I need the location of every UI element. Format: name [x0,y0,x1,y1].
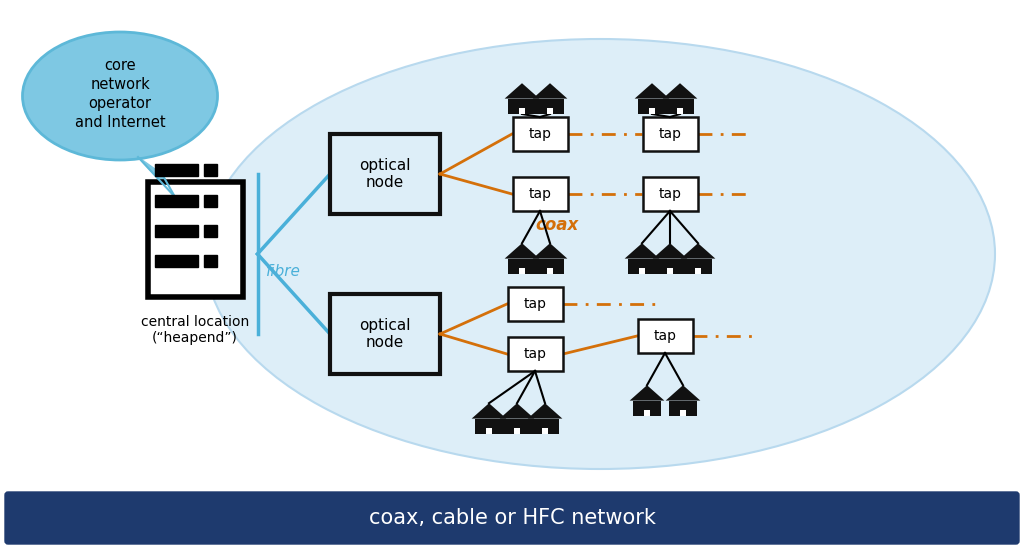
Polygon shape [155,164,198,176]
FancyBboxPatch shape [667,267,673,274]
FancyBboxPatch shape [486,428,493,434]
Text: coax: coax [535,216,579,234]
Polygon shape [155,255,198,267]
FancyBboxPatch shape [542,428,548,434]
Text: tap: tap [653,329,677,343]
FancyBboxPatch shape [677,108,683,114]
Polygon shape [532,243,567,259]
Polygon shape [204,225,217,237]
Polygon shape [204,164,217,176]
Text: core
network
operator
and Internet: core network operator and Internet [75,58,165,130]
Polygon shape [138,157,175,197]
Text: coax, cable or HFC network: coax, cable or HFC network [369,508,655,528]
Polygon shape [527,403,562,418]
Text: tap: tap [528,127,552,141]
Polygon shape [532,83,567,99]
Polygon shape [625,243,659,259]
FancyBboxPatch shape [512,177,567,211]
FancyBboxPatch shape [330,134,440,214]
Polygon shape [635,83,670,99]
Text: tap: tap [528,187,552,201]
FancyBboxPatch shape [508,337,562,371]
FancyBboxPatch shape [656,259,684,274]
FancyBboxPatch shape [519,108,525,114]
FancyBboxPatch shape [638,319,692,353]
Polygon shape [472,403,506,418]
Polygon shape [204,195,217,207]
FancyBboxPatch shape [680,410,686,416]
Polygon shape [630,385,665,401]
Polygon shape [681,243,716,259]
FancyBboxPatch shape [547,108,553,114]
Ellipse shape [23,32,217,160]
Text: optical
node: optical node [359,318,411,350]
FancyBboxPatch shape [644,410,650,416]
FancyBboxPatch shape [642,177,697,211]
FancyBboxPatch shape [147,182,243,296]
FancyBboxPatch shape [531,418,559,434]
Polygon shape [505,243,540,259]
FancyBboxPatch shape [330,294,440,374]
FancyBboxPatch shape [508,287,562,321]
FancyBboxPatch shape [519,267,525,274]
Ellipse shape [205,39,995,469]
FancyBboxPatch shape [628,259,656,274]
FancyBboxPatch shape [666,99,694,114]
FancyBboxPatch shape [536,259,564,274]
FancyBboxPatch shape [536,99,564,114]
FancyBboxPatch shape [503,418,531,434]
FancyBboxPatch shape [669,401,697,416]
FancyBboxPatch shape [508,99,536,114]
FancyBboxPatch shape [512,117,567,151]
FancyBboxPatch shape [547,267,553,274]
FancyBboxPatch shape [638,99,666,114]
Text: tap: tap [523,297,547,311]
FancyBboxPatch shape [508,259,536,274]
Text: optical
node: optical node [359,158,411,190]
Polygon shape [155,225,198,237]
FancyBboxPatch shape [514,428,520,434]
Polygon shape [666,385,700,401]
FancyBboxPatch shape [5,492,1019,544]
Polygon shape [155,195,198,207]
FancyBboxPatch shape [633,401,662,416]
FancyBboxPatch shape [649,108,655,114]
FancyBboxPatch shape [642,117,697,151]
FancyBboxPatch shape [639,267,645,274]
FancyBboxPatch shape [475,418,503,434]
Polygon shape [204,255,217,267]
Text: tap: tap [658,187,682,201]
Polygon shape [663,83,697,99]
FancyBboxPatch shape [695,267,701,274]
Text: fibre: fibre [265,265,300,279]
Polygon shape [505,83,540,99]
Polygon shape [652,243,687,259]
Text: tap: tap [523,347,547,361]
Polygon shape [500,403,535,418]
Text: tap: tap [658,127,682,141]
Text: central location
(“heapend”): central location (“heapend”) [141,315,249,345]
FancyBboxPatch shape [684,259,712,274]
